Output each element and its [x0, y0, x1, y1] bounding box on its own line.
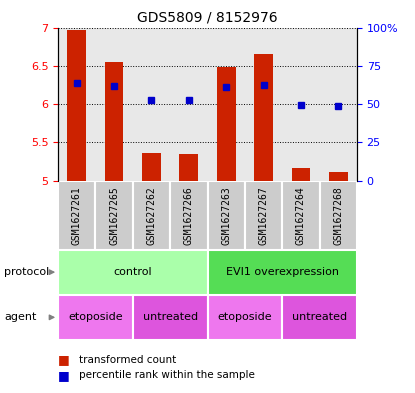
Bar [179, 154, 198, 181]
Text: GSM1627261: GSM1627261 [72, 186, 82, 244]
FancyBboxPatch shape [95, 181, 133, 250]
Text: GSM1627262: GSM1627262 [146, 186, 156, 244]
FancyBboxPatch shape [282, 295, 357, 340]
FancyBboxPatch shape [58, 295, 133, 340]
Text: GSM1627267: GSM1627267 [259, 186, 269, 244]
Bar [291, 168, 310, 181]
FancyBboxPatch shape [282, 181, 320, 250]
FancyBboxPatch shape [320, 181, 357, 250]
Text: EVI1 overexpression: EVI1 overexpression [226, 267, 339, 277]
Text: agent: agent [4, 312, 37, 322]
Bar [142, 153, 161, 181]
Bar [254, 54, 273, 181]
Text: GSM1627268: GSM1627268 [333, 186, 343, 244]
FancyBboxPatch shape [133, 295, 208, 340]
FancyBboxPatch shape [208, 295, 282, 340]
Text: GSM1627265: GSM1627265 [109, 186, 119, 244]
Text: etoposide: etoposide [217, 312, 272, 322]
Text: protocol: protocol [4, 267, 49, 277]
Text: ■: ■ [58, 353, 70, 366]
Text: untreated: untreated [292, 312, 347, 322]
Text: control: control [113, 267, 152, 277]
FancyBboxPatch shape [58, 181, 95, 250]
Bar [329, 172, 348, 181]
Bar [217, 66, 236, 181]
Text: GSM1627263: GSM1627263 [221, 186, 231, 244]
Text: GSM1627264: GSM1627264 [296, 186, 306, 244]
FancyBboxPatch shape [170, 181, 208, 250]
Text: GSM1627266: GSM1627266 [184, 186, 194, 244]
Text: ■: ■ [58, 369, 70, 382]
Text: transformed count: transformed count [79, 354, 176, 365]
Text: etoposide: etoposide [68, 312, 123, 322]
Text: untreated: untreated [143, 312, 198, 322]
FancyBboxPatch shape [208, 181, 245, 250]
FancyBboxPatch shape [245, 181, 282, 250]
Title: GDS5809 / 8152976: GDS5809 / 8152976 [137, 11, 278, 25]
Bar [105, 62, 124, 181]
FancyBboxPatch shape [208, 250, 357, 295]
Bar [67, 30, 86, 181]
FancyBboxPatch shape [133, 181, 170, 250]
FancyBboxPatch shape [58, 250, 208, 295]
Text: percentile rank within the sample: percentile rank within the sample [79, 370, 255, 380]
